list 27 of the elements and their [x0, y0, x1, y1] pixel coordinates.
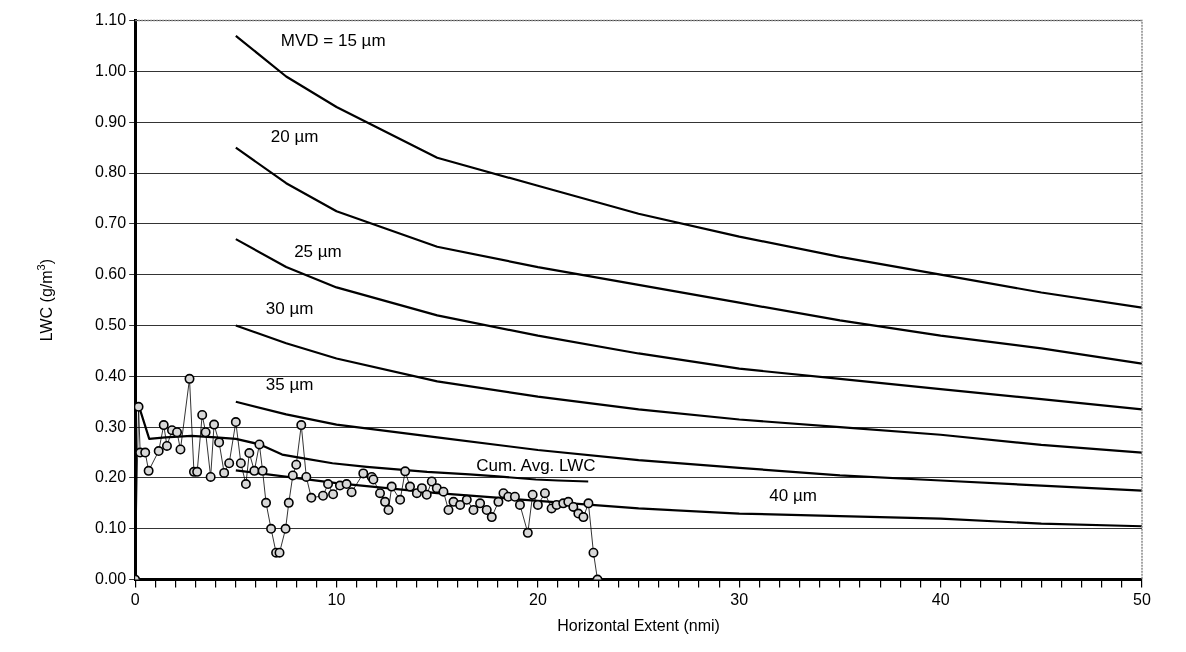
- y-tick-label: 0.70: [95, 214, 127, 232]
- x-tick-label: 40: [931, 590, 950, 608]
- y-tick-label: 0.60: [95, 265, 127, 283]
- x-axis-title: Horizontal Extent (nmi): [557, 616, 720, 634]
- y-tick-label: 0.90: [95, 112, 127, 130]
- y-tick-label: 0.80: [95, 163, 127, 181]
- series-label: 35 µm: [265, 374, 314, 394]
- y-tick-label: 1.00: [95, 61, 127, 79]
- y-tick-label: 1.10: [95, 11, 127, 29]
- y-axis-title: LWC (g/m3): [35, 258, 56, 342]
- y-tick-label: 0.10: [95, 519, 127, 537]
- series-label: Cum. Avg. LWC: [476, 455, 596, 475]
- series-label: MVD = 15 µm: [280, 31, 386, 51]
- y-tick-label: 0.40: [95, 366, 127, 384]
- series-label: 30 µm: [265, 298, 314, 318]
- x-tick-label: 50: [1133, 590, 1151, 608]
- series-label: 20 µm: [270, 126, 319, 146]
- y-tick-label: 0.20: [95, 468, 127, 486]
- series-label: 25 µm: [294, 242, 342, 262]
- x-tick-label: 10: [327, 590, 346, 608]
- y-tick-label: 0.00: [95, 570, 127, 588]
- x-tick-label: 30: [730, 590, 749, 608]
- y-tick-label: 0.50: [95, 315, 127, 333]
- x-tick-label: 0: [130, 590, 140, 608]
- y-tick-label: 0.30: [95, 417, 127, 435]
- series-label: 40 µm: [769, 485, 817, 505]
- x-tick-label: 20: [528, 590, 547, 608]
